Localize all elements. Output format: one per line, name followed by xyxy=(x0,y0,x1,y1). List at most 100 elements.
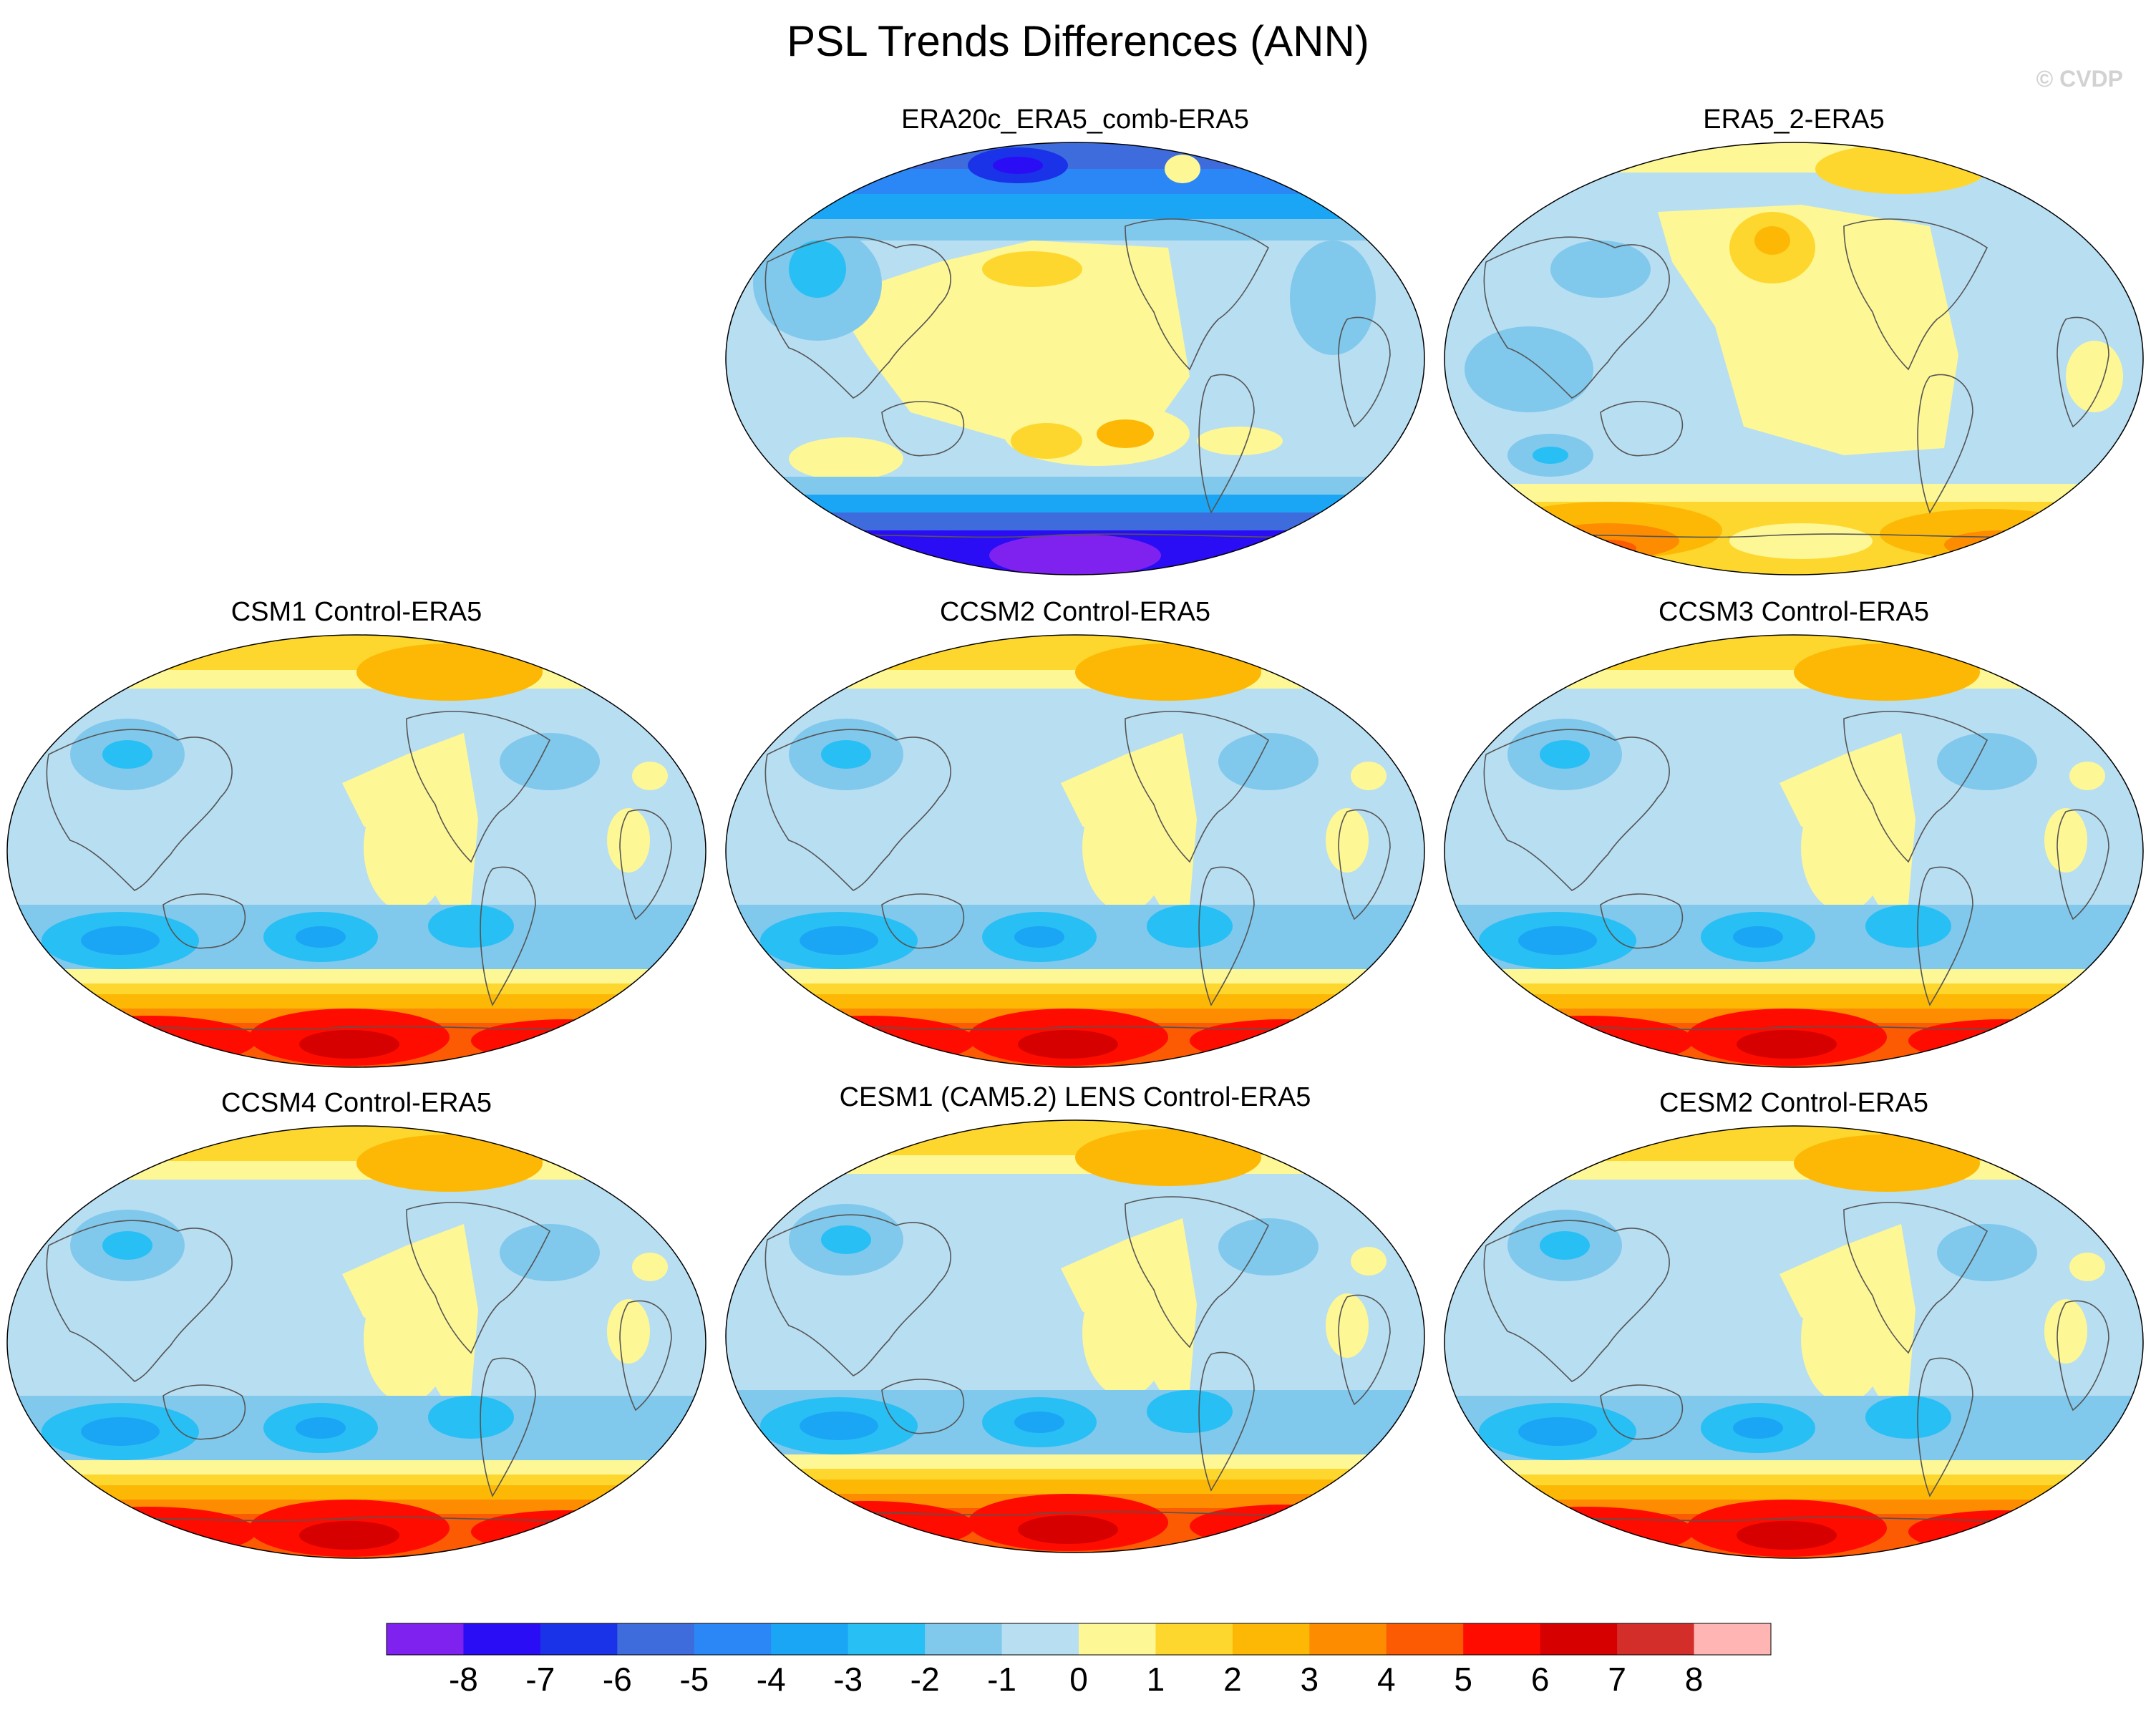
field-blob xyxy=(789,241,846,298)
field-blob xyxy=(1737,1521,1837,1550)
coastline xyxy=(1843,218,1989,371)
field-blob xyxy=(1082,783,1168,912)
field-band xyxy=(1444,969,2143,983)
field-blob xyxy=(1018,1030,1118,1059)
coastline xyxy=(764,729,951,891)
field-band xyxy=(726,635,1424,670)
field-blob xyxy=(1218,733,1319,790)
map-panel-ccsm4-control: CCSM4 Control-ERA5 xyxy=(6,1085,707,1572)
map-field xyxy=(1444,635,2143,1067)
panel-title: CESM2 Control-ERA5 xyxy=(1659,1088,1928,1118)
field-blob xyxy=(1737,1030,1837,1059)
field-blob xyxy=(607,808,650,873)
colorbar-tick-label: -1 xyxy=(987,1661,1016,1698)
colorbar-swatch xyxy=(925,1623,1003,1655)
coastline xyxy=(881,893,965,949)
field-band xyxy=(1444,1485,2143,1500)
colorbar-swatch xyxy=(387,1623,464,1655)
colorbar-swatch xyxy=(1617,1623,1695,1655)
map-border xyxy=(1444,1125,2144,1559)
map-ccsm3-control xyxy=(1444,634,2144,1068)
coastline xyxy=(619,809,672,920)
colorbar-swatch xyxy=(617,1623,695,1655)
field-blob xyxy=(1937,733,2037,790)
field-blob xyxy=(1944,530,2059,559)
field-blob xyxy=(632,762,668,790)
coastline xyxy=(162,1384,246,1440)
coastline xyxy=(1917,866,1973,1006)
map-panel-csm1-control: CSM1 Control-ERA5 xyxy=(6,594,707,1081)
panel-title: CCSM4 Control-ERA5 xyxy=(221,1088,492,1118)
colorbar-swatch xyxy=(1463,1623,1541,1655)
coastline xyxy=(1600,893,1684,949)
field-blob xyxy=(13,1131,170,1174)
map-panel-era5-2: ERA5_2-ERA5 xyxy=(1443,102,2145,588)
coastline xyxy=(480,866,536,1006)
coastline xyxy=(1600,1384,1684,1440)
field-blob xyxy=(832,241,1190,441)
field-blob xyxy=(1018,1515,1118,1544)
coastline xyxy=(2057,1300,2109,1412)
field-blob xyxy=(800,1412,878,1440)
coastline xyxy=(1198,374,1255,514)
colorbar-tick-label: 7 xyxy=(1608,1661,1626,1698)
field-blob xyxy=(1794,643,1980,701)
panel-title: CSM1 Control-ERA5 xyxy=(230,597,482,627)
field-blob xyxy=(81,926,160,955)
field-blob xyxy=(1733,1417,1783,1439)
colorbar-swatch xyxy=(1232,1623,1310,1655)
field-blob xyxy=(1351,1247,1387,1276)
colorbar-tick-label: 0 xyxy=(1069,1661,1088,1698)
coastline xyxy=(406,1202,551,1354)
field-blob xyxy=(1801,1274,1887,1403)
field-blob xyxy=(1268,541,1383,575)
colorbar-swatch xyxy=(848,1623,926,1655)
figure-title: PSL Trends Differences (ANN) xyxy=(787,17,1369,65)
field-blob xyxy=(1190,1019,1376,1062)
field-blob xyxy=(1479,1016,1694,1066)
field-blob xyxy=(2066,341,2123,412)
field-blob xyxy=(1518,1417,1597,1446)
map-era5-2 xyxy=(1444,142,2144,575)
field-band xyxy=(7,1460,706,1474)
field-blob xyxy=(1465,326,1593,412)
colorbar-tick-label: 5 xyxy=(1454,1661,1472,1698)
field-blob xyxy=(1097,419,1154,448)
field-blob xyxy=(1733,926,1783,948)
coastline xyxy=(1338,1294,1391,1406)
map-border xyxy=(725,634,1425,1068)
coastline xyxy=(46,729,233,891)
panel-title: ERA20c_ERA5_comb-ERA5 xyxy=(901,105,1249,135)
field-blob xyxy=(1326,808,1369,873)
field-blob xyxy=(1550,241,1651,298)
coastline xyxy=(1483,236,1670,399)
map-field xyxy=(1444,1126,2143,1558)
field-blob xyxy=(1450,640,1608,683)
field-blob xyxy=(500,733,600,790)
map-field xyxy=(7,1126,706,1558)
coastline xyxy=(162,893,246,949)
field-blob xyxy=(1533,447,1568,464)
coastline xyxy=(1917,1357,1973,1497)
field-band xyxy=(726,477,1424,495)
field-blob xyxy=(102,1231,152,1260)
colorbar-tick-label: -4 xyxy=(757,1661,786,1698)
field-blob xyxy=(1014,1412,1064,1433)
field-blob xyxy=(81,1417,160,1446)
field-blob xyxy=(296,1417,346,1439)
map-ccsm2-control xyxy=(725,634,1425,1068)
field-blob xyxy=(2069,762,2105,790)
field-blob xyxy=(1075,1129,1261,1186)
colorbar-tick-label: -3 xyxy=(833,1661,863,1698)
coastline xyxy=(1338,809,1391,920)
field-blob xyxy=(42,1016,256,1066)
field-blob xyxy=(1729,523,1873,559)
colorbar-swatch xyxy=(771,1623,849,1655)
map-border xyxy=(6,634,706,1068)
field-blob xyxy=(1190,1505,1376,1548)
map-border xyxy=(1444,142,2144,575)
coastline xyxy=(1338,316,1391,428)
colorbar-swatch xyxy=(540,1623,618,1655)
colorbar-swatch xyxy=(1309,1623,1387,1655)
coastline xyxy=(2057,316,2109,428)
